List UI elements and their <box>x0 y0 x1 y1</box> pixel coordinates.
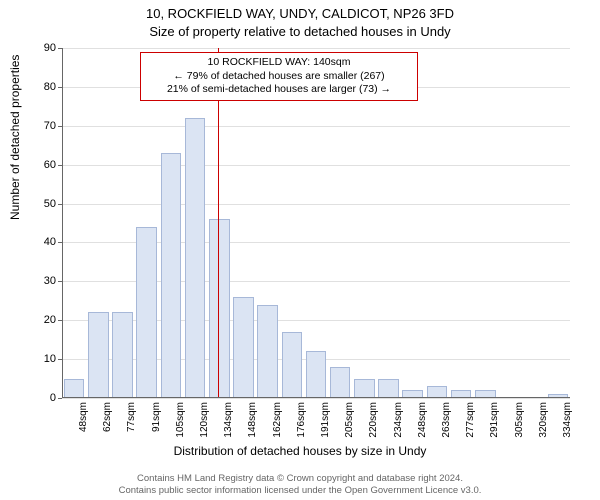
histogram-bar <box>282 332 303 398</box>
ytick-label: 0 <box>28 392 56 404</box>
ytick-label: 80 <box>28 81 56 93</box>
xtick-label: 320sqm <box>538 402 549 438</box>
ytick-label: 10 <box>28 353 56 365</box>
chart-container: { "titles": { "line1": "10, ROCKFIELD WA… <box>0 0 600 500</box>
xtick-label: 305sqm <box>514 402 525 438</box>
ytick-mark <box>58 359 62 360</box>
infobox-line1: 10 ROCKFIELD WAY: 140sqm <box>147 56 411 70</box>
histogram-bar <box>306 351 327 398</box>
xtick-label: 248sqm <box>417 402 428 438</box>
histogram-bar <box>64 379 85 398</box>
histogram-bar <box>233 297 254 398</box>
ytick-label: 20 <box>28 314 56 326</box>
ytick-mark <box>58 204 62 205</box>
ytick-label: 40 <box>28 236 56 248</box>
y-axis-label: Number of detached properties <box>8 55 22 220</box>
xtick-label: 334sqm <box>562 402 573 438</box>
histogram-bar <box>161 153 182 398</box>
ytick-label: 90 <box>28 42 56 54</box>
xtick-label: 91sqm <box>151 402 162 432</box>
ytick-label: 50 <box>28 198 56 210</box>
xtick-label: 134sqm <box>223 402 234 438</box>
ytick-label: 70 <box>28 120 56 132</box>
footer-attribution: Contains HM Land Registry data © Crown c… <box>0 473 600 496</box>
ytick-label: 60 <box>28 159 56 171</box>
footer-line2: Contains public sector information licen… <box>0 485 600 496</box>
xtick-label: 120sqm <box>199 402 210 438</box>
xtick-label: 191sqm <box>320 402 331 438</box>
xtick-label: 291sqm <box>489 402 500 438</box>
ytick-mark <box>58 126 62 127</box>
x-axis-line <box>62 397 570 398</box>
infobox-line2: ← 79% of detached houses are smaller (26… <box>147 70 411 84</box>
y-axis-line <box>62 48 63 398</box>
x-axis-label: Distribution of detached houses by size … <box>0 444 600 458</box>
xtick-label: 77sqm <box>126 402 137 432</box>
histogram-bar <box>209 219 230 398</box>
ytick-mark <box>58 281 62 282</box>
footer-line1: Contains HM Land Registry data © Crown c… <box>0 473 600 484</box>
xtick-label: 162sqm <box>272 402 283 438</box>
histogram-bar <box>88 312 109 398</box>
xtick-label: 220sqm <box>368 402 379 438</box>
gridline <box>62 398 570 399</box>
xtick-label: 277sqm <box>465 402 476 438</box>
ytick-mark <box>58 48 62 49</box>
chart-title-subtitle: Size of property relative to detached ho… <box>0 24 600 39</box>
histogram-bar <box>185 118 206 398</box>
xtick-label: 263sqm <box>441 402 452 438</box>
ytick-mark <box>58 165 62 166</box>
histogram-bar <box>354 379 375 398</box>
ytick-mark <box>58 320 62 321</box>
info-annotation-box: 10 ROCKFIELD WAY: 140sqm ← 79% of detach… <box>140 52 418 101</box>
histogram-bar <box>378 379 399 398</box>
xtick-label: 148sqm <box>247 402 258 438</box>
xtick-label: 205sqm <box>344 402 355 438</box>
infobox-line3: 21% of semi-detached houses are larger (… <box>147 83 411 97</box>
histogram-bar <box>330 367 351 398</box>
histogram-bar <box>257 305 278 398</box>
ytick-mark <box>58 242 62 243</box>
xtick-label: 48sqm <box>78 402 89 432</box>
ytick-mark <box>58 87 62 88</box>
xtick-label: 234sqm <box>393 402 404 438</box>
histogram-bar <box>112 312 133 398</box>
xtick-label: 105sqm <box>175 402 186 438</box>
xtick-label: 176sqm <box>296 402 307 438</box>
histogram-bar <box>136 227 157 398</box>
ytick-label: 30 <box>28 275 56 287</box>
xtick-label: 62sqm <box>102 402 113 432</box>
chart-title-address: 10, ROCKFIELD WAY, UNDY, CALDICOT, NP26 … <box>0 6 600 21</box>
ytick-mark <box>58 398 62 399</box>
